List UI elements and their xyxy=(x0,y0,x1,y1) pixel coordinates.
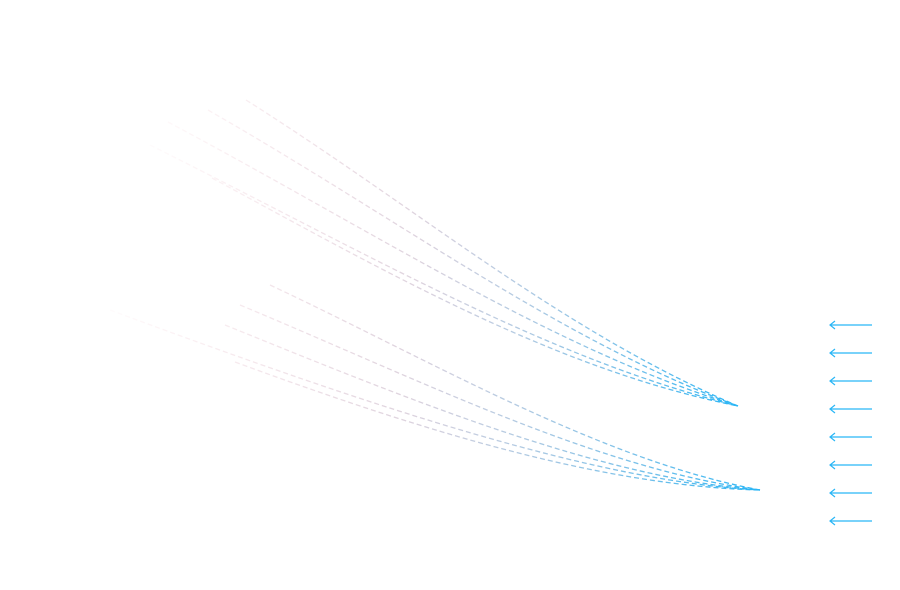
left-arrow-icon xyxy=(829,488,872,498)
left-arrow-icon xyxy=(829,460,872,470)
lower-flow-line xyxy=(234,361,761,491)
lower-flow-line xyxy=(269,284,761,491)
left-arrow-icon xyxy=(829,404,872,414)
upper-flow-line xyxy=(207,109,739,407)
left-arrow-icon xyxy=(829,376,872,386)
upper-flow-fan xyxy=(149,99,739,407)
upper-flow-line xyxy=(211,177,739,407)
arrow-legend xyxy=(829,320,872,526)
lower-flow-line xyxy=(109,309,761,491)
left-arrow-icon xyxy=(829,432,872,442)
upper-flow-line xyxy=(167,121,739,407)
upper-flow-line xyxy=(245,99,739,407)
lower-flow-fan xyxy=(109,284,761,491)
lower-flow-line xyxy=(224,324,761,491)
lower-flow-line xyxy=(239,304,761,491)
left-arrow-icon xyxy=(829,320,872,330)
left-arrow-icon xyxy=(829,348,872,358)
upper-flow-line xyxy=(149,144,739,407)
left-arrow-icon xyxy=(829,516,872,526)
